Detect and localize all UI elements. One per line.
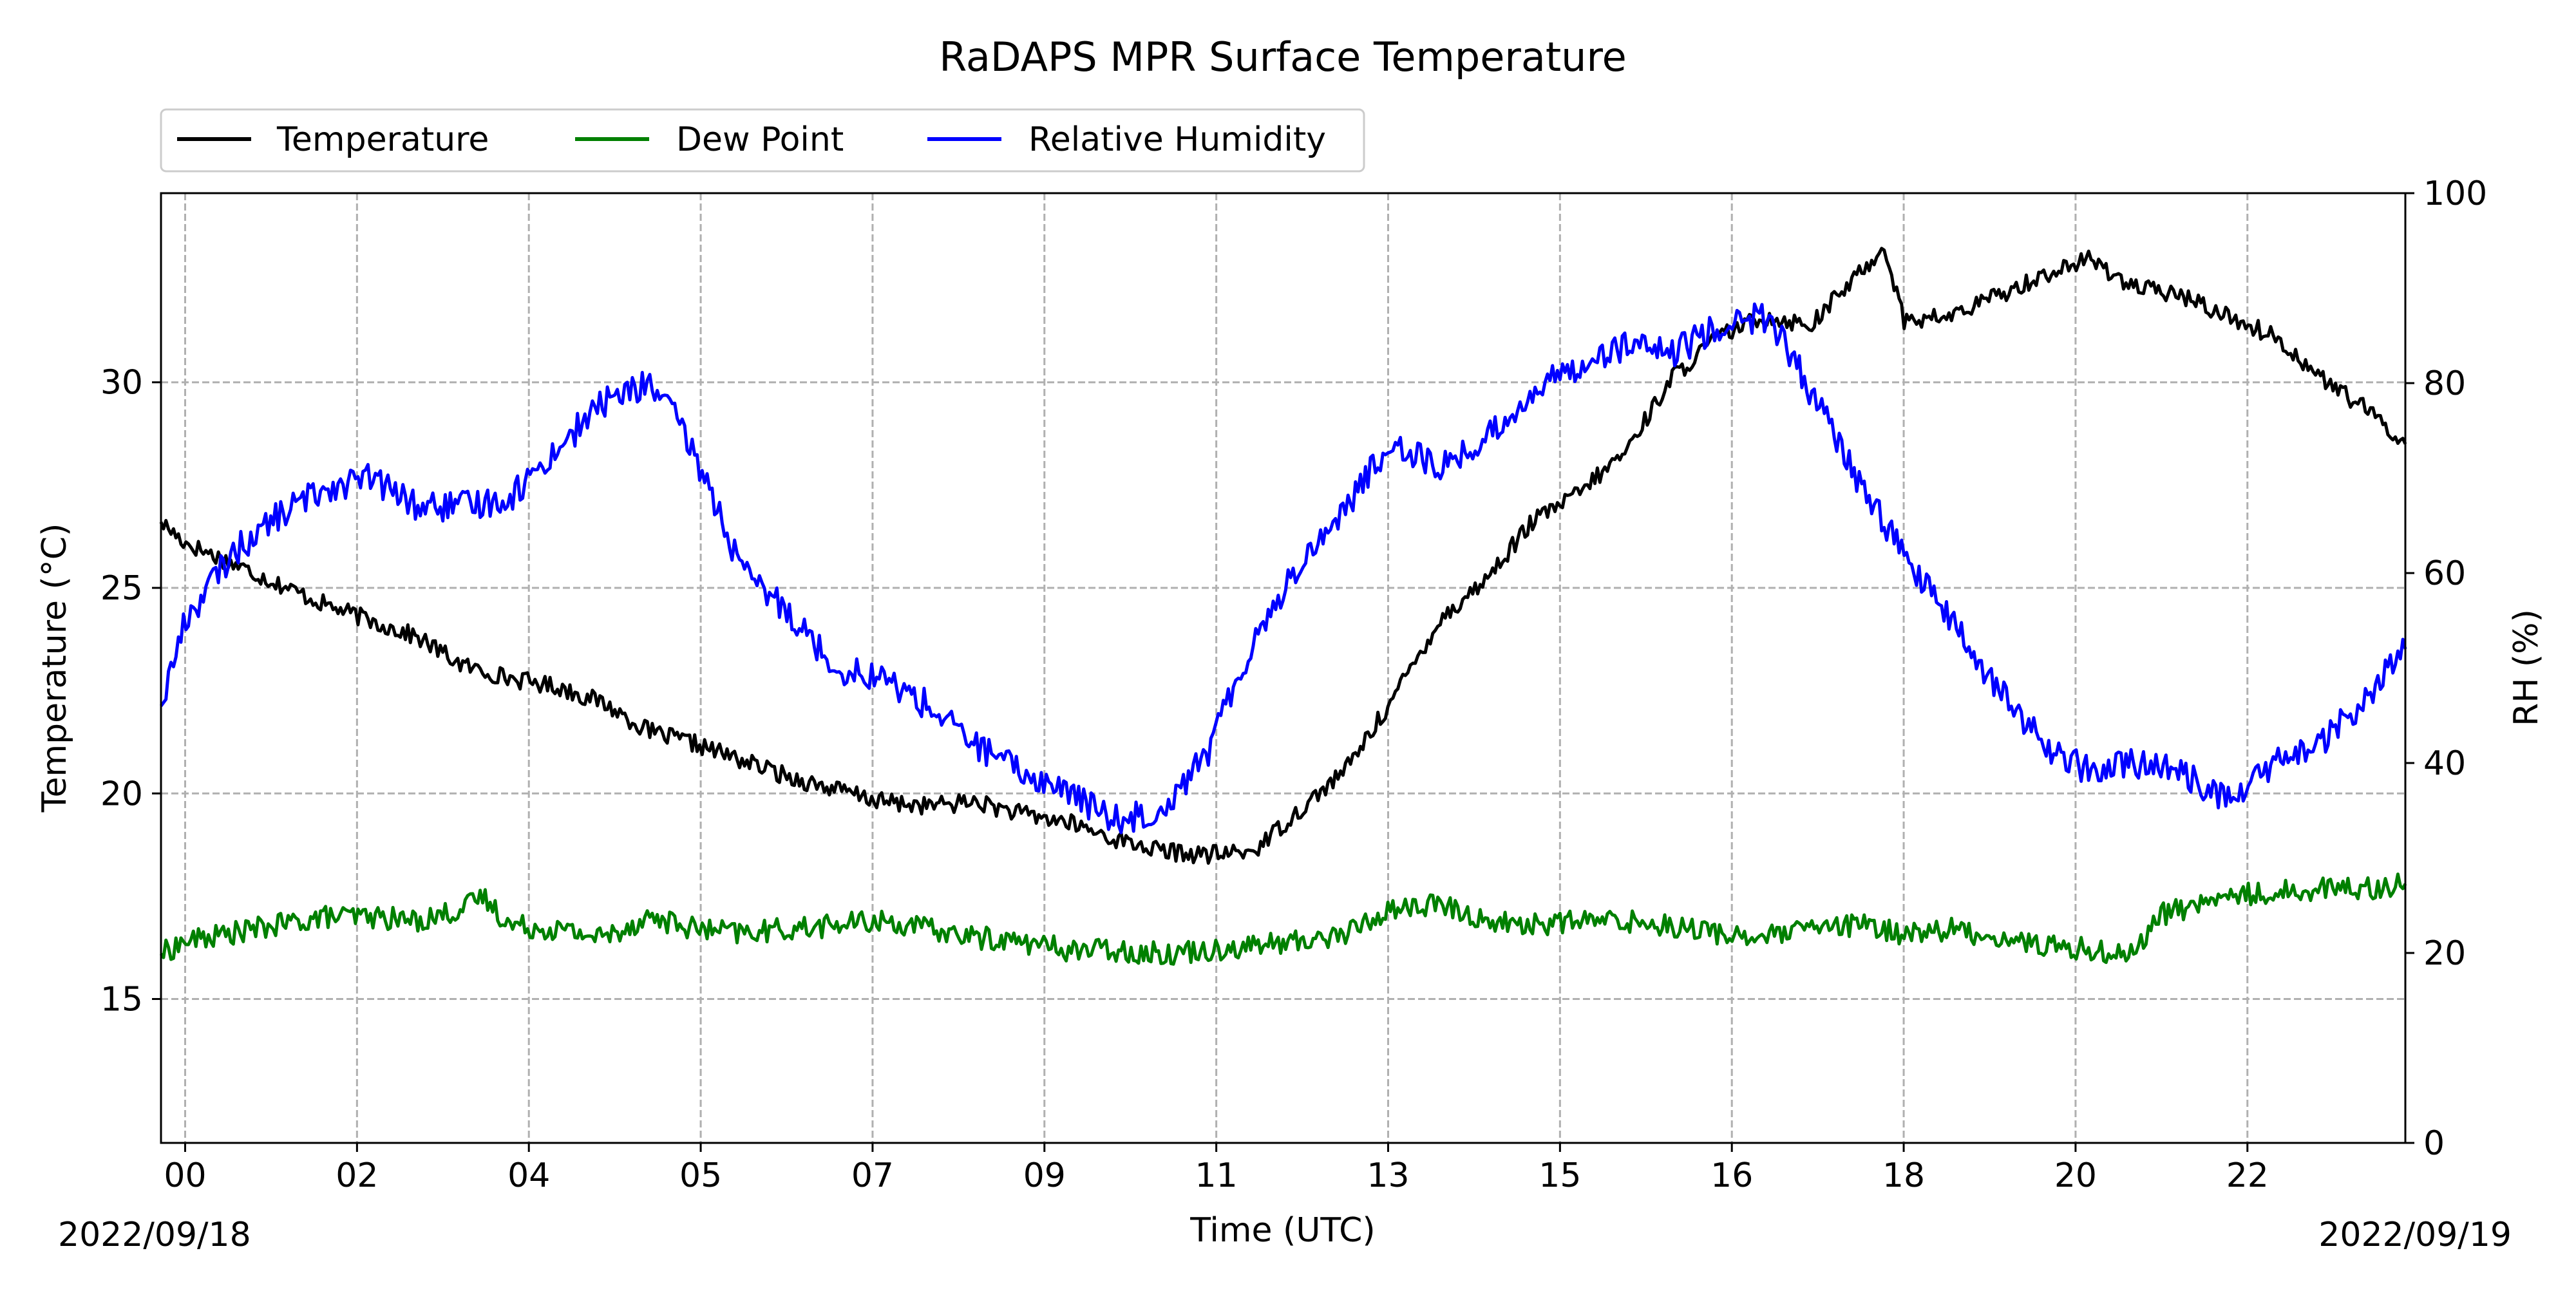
chart-title: RaDAPS MPR Surface Temperature [939,33,1627,80]
y2-tick-label: 60 [2423,554,2466,593]
x-tick-label: 16 [1710,1156,1753,1195]
series-line-temperature [159,247,2407,865]
legend-label-temperature: Temperature [276,120,489,159]
y-tick-label: 30 [100,364,143,402]
x-tick-label: 02 [336,1156,378,1195]
y-tick-label: 25 [100,569,143,608]
x-axis: 00 02 04 05 07 09 11 13 15 16 18 20 22 [164,1143,2269,1195]
legend: Temperature Dew Point Relative Humidity [160,108,1365,173]
legend-label-dew-point: Dew Point [676,120,844,159]
legend-label-relative-humidity: Relative Humidity [1028,120,1326,159]
x-tick-label: 00 [164,1156,206,1195]
x-tick-label: 11 [1195,1156,1238,1195]
x-axis-label: Time (UTC) [1189,1211,1375,1250]
series-lines [159,247,2407,966]
y2-tick-label: 100 [2423,174,2487,213]
legend-frame [160,108,1365,173]
x-tick-label: 22 [2226,1156,2269,1195]
x-tick-label: 15 [1539,1156,1581,1195]
date-label-right: 2022/09/19 [2318,1216,2512,1254]
x-tick-label: 04 [507,1156,550,1195]
x-tick-label: 07 [851,1156,894,1195]
y-tick-label: 15 [100,981,143,1019]
y2-tick-label: 0 [2423,1124,2445,1163]
x-tick-label: 13 [1367,1156,1409,1195]
grid [161,193,2405,1143]
y-axis-right: 0 20 40 60 80 100 [2405,174,2487,1163]
plot-frame [160,192,2407,1144]
date-label-left: 2022/09/18 [58,1216,251,1254]
y2-axis-label: RH (%) [2507,609,2546,726]
x-tick-label: 18 [1882,1156,1925,1195]
y2-tick-label: 40 [2423,744,2466,783]
series-line-relative-humidity [159,302,2407,834]
x-tick-label: 05 [679,1156,722,1195]
x-tick-label: 09 [1023,1156,1066,1195]
y-axis-left: 15 20 25 30 [100,364,161,1019]
y-tick-label: 20 [100,775,143,813]
x-tick-label: 20 [2054,1156,2097,1195]
series-line-dew-point [159,872,2407,966]
y2-tick-label: 80 [2423,364,2466,403]
y2-tick-label: 20 [2423,934,2466,973]
y-axis-label: Temperature (°C) [35,523,74,813]
